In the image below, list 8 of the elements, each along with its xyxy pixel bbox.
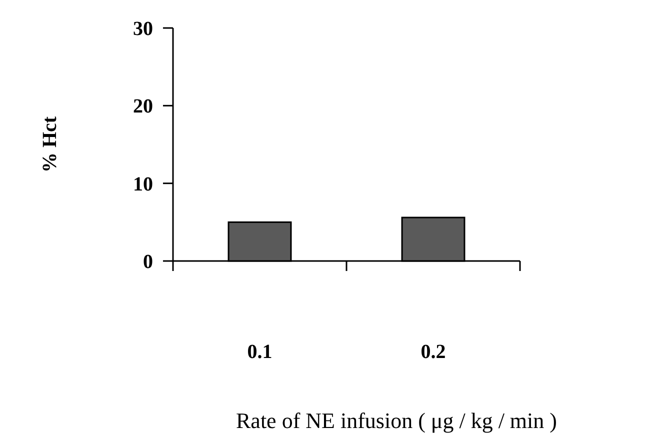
y-tick-label: 30 (133, 18, 153, 40)
x-axis-title: Rate of NE infusion ( μg / kg / min ) (236, 408, 557, 433)
y-axis-title: % Hct (39, 116, 61, 173)
y-tick-label: 20 (133, 96, 153, 118)
y-tick-label: 0 (143, 251, 153, 273)
x-tick-label: 0.2 (420, 341, 446, 363)
y-tick-label: 10 (133, 173, 153, 196)
x-tick-label: 0.1 (247, 341, 272, 363)
